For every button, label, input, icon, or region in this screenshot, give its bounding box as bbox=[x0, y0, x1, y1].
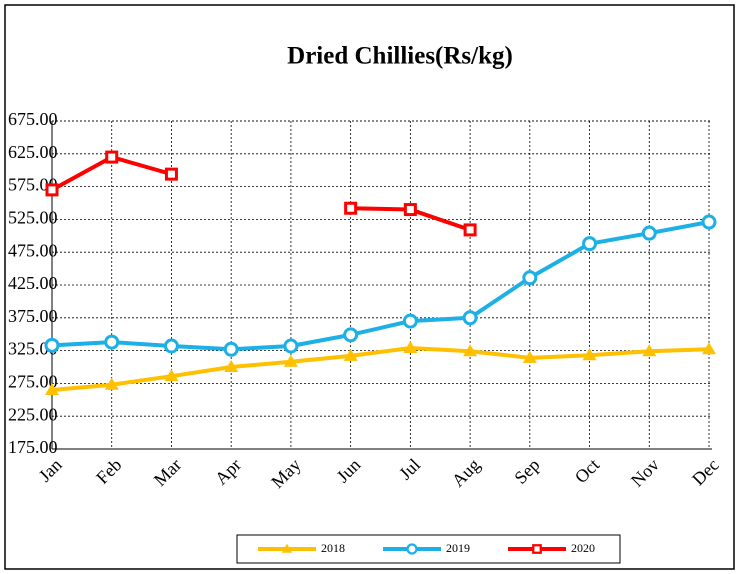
data-point bbox=[164, 369, 179, 382]
chart-frame bbox=[4, 4, 735, 570]
data-point bbox=[402, 313, 418, 329]
y-tick-label: 625.00 bbox=[8, 142, 58, 162]
data-point bbox=[702, 342, 716, 355]
data-point bbox=[463, 344, 478, 357]
data-point bbox=[403, 340, 418, 353]
data-point bbox=[224, 360, 239, 372]
legend-marker bbox=[406, 543, 418, 555]
y-tick-label: 475.00 bbox=[8, 240, 58, 260]
data-point bbox=[522, 270, 538, 286]
y-tick-label: 425.00 bbox=[8, 273, 58, 293]
y-tick-label: 525.00 bbox=[8, 208, 58, 228]
series-line bbox=[51, 220, 710, 352]
data-point bbox=[223, 341, 239, 357]
data-point bbox=[45, 183, 59, 197]
series-line bbox=[51, 345, 710, 392]
data-point bbox=[582, 236, 598, 252]
data-point bbox=[45, 382, 59, 395]
y-tick-label: 675.00 bbox=[8, 109, 58, 129]
y-tick-label: 175.00 bbox=[8, 437, 58, 457]
data-point bbox=[283, 338, 299, 354]
data-point bbox=[163, 338, 179, 354]
legend-label: 2018 bbox=[321, 541, 345, 555]
data-point bbox=[343, 327, 359, 343]
legend-marker bbox=[532, 544, 542, 554]
data-point bbox=[463, 223, 477, 237]
y-tick-label: 225.00 bbox=[8, 404, 58, 424]
data-point bbox=[641, 225, 657, 241]
data-point bbox=[462, 310, 478, 326]
y-tick-label: 275.00 bbox=[8, 372, 58, 392]
data-point bbox=[403, 203, 417, 217]
data-point bbox=[582, 348, 597, 361]
legend-label: 2019 bbox=[446, 541, 470, 555]
y-tick-label: 575.00 bbox=[8, 175, 58, 195]
legend-marker bbox=[281, 543, 293, 553]
data-point bbox=[522, 350, 537, 363]
data-point bbox=[164, 167, 178, 181]
data-point bbox=[104, 377, 119, 390]
data-point bbox=[44, 337, 60, 353]
data-point bbox=[343, 348, 358, 361]
data-point bbox=[344, 201, 358, 215]
data-point bbox=[701, 214, 717, 230]
data-point bbox=[283, 354, 298, 367]
chart-title: Dried Chillies(Rs/kg) bbox=[287, 43, 513, 70]
data-point bbox=[642, 344, 657, 357]
data-point bbox=[105, 150, 119, 164]
legend-label: 2020 bbox=[571, 541, 595, 555]
y-tick-label: 375.00 bbox=[8, 306, 58, 326]
data-point bbox=[104, 334, 120, 350]
